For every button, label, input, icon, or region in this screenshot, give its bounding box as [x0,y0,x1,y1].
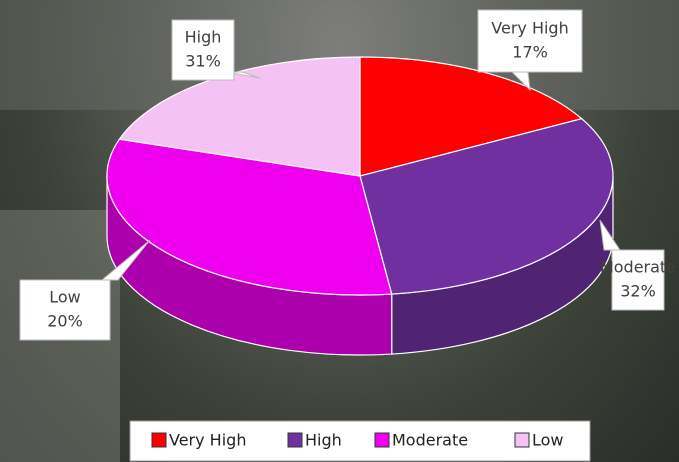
data-label-value: 31% [185,52,221,71]
legend-label: Low [532,431,564,450]
data-label-value: 17% [512,43,548,62]
legend: Very High High Moderate Low [130,421,590,461]
chart: Very High 17% High 31% Moderate 32% Low 20% Very… [0,0,679,462]
data-label-name: High [185,28,222,47]
legend-swatch [375,433,389,447]
legend-swatch [152,433,166,447]
data-label-name: Low [49,288,81,307]
legend-swatch [288,433,302,447]
data-label-name: Very High [491,19,568,38]
legend-swatch [515,433,529,447]
data-label-name: Moderate [600,258,676,277]
page: Very High 17% High 31% Moderate 32% Low 20% Very… [0,0,679,462]
data-label-value: 32% [620,282,656,301]
legend-label: Very High [169,431,246,450]
legend-label: Moderate [392,431,468,450]
legend-label: High [305,431,342,450]
data-label-value: 20% [47,312,83,331]
